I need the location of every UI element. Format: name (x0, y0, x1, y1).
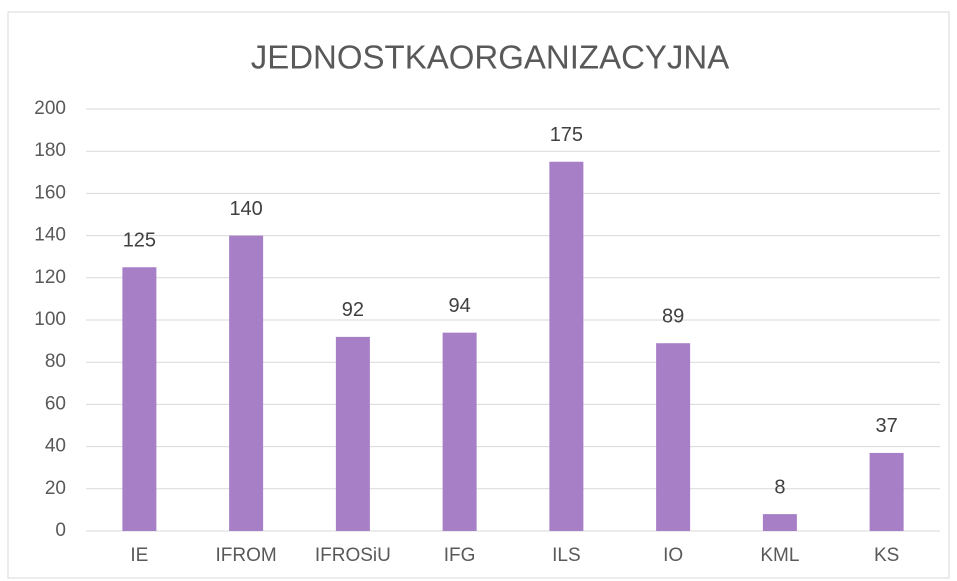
y-tick-label: 100 (34, 309, 66, 330)
y-tick-label: 160 (34, 182, 66, 203)
x-tick-label: KS (874, 545, 899, 566)
bar (762, 514, 797, 531)
y-tick-label: 180 (34, 140, 66, 161)
chart-frame (7, 11, 950, 579)
y-tick-label: 20 (45, 478, 66, 499)
bar (335, 336, 370, 531)
x-tick-label: ILS (552, 545, 581, 566)
x-tick-label: IE (130, 545, 148, 566)
data-label: 8 (774, 476, 785, 498)
y-tick-label: 0 (55, 520, 66, 541)
x-tick-label: IFG (444, 545, 476, 566)
x-tick-label: IFROSiU (315, 545, 391, 566)
y-tick-label: 40 (45, 436, 66, 457)
bar (656, 343, 691, 531)
bar (229, 235, 264, 531)
data-label: 94 (449, 295, 471, 317)
y-tick-label: 200 (34, 98, 66, 119)
data-label: 140 (229, 198, 262, 220)
bar (122, 267, 157, 531)
y-tick-label: 140 (34, 225, 66, 246)
data-label: 125 (123, 230, 156, 252)
y-tick-label: 120 (34, 267, 66, 288)
x-tick-label: KML (760, 545, 799, 566)
x-tick-label: IO (663, 545, 683, 566)
x-tick-label: IFROM (216, 545, 277, 566)
bar (549, 161, 584, 531)
y-tick-label: 80 (45, 351, 66, 372)
data-label: 175 (550, 124, 583, 146)
chart-title: JEDNOSTKAORGANIZACYJNA (251, 39, 730, 76)
y-tick-label: 60 (45, 393, 66, 414)
bar (442, 332, 477, 531)
bar (869, 452, 904, 531)
data-label: 89 (662, 305, 684, 327)
data-label: 37 (876, 415, 898, 437)
data-label: 92 (342, 299, 364, 321)
